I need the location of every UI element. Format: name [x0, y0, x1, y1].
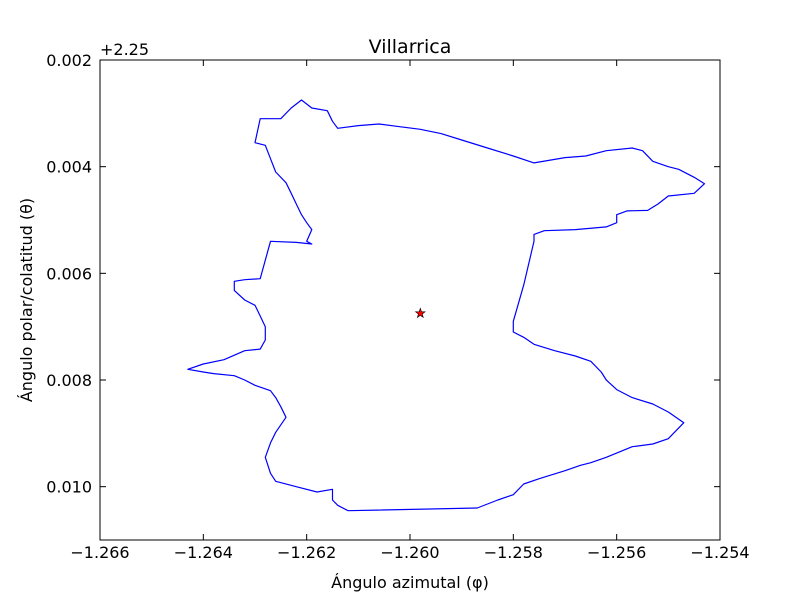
x-tick-label-1: −1.264 — [174, 543, 233, 562]
plot-layer — [187, 99, 706, 512]
series-line-0 — [187, 99, 706, 512]
x-tick-label-2: −1.262 — [277, 543, 336, 562]
y-tick-label-1: 0.004 — [46, 158, 92, 177]
chart-title: Villarrica — [369, 36, 452, 58]
y-axis-label: Ángulo polar/colatitud (θ) — [17, 198, 36, 402]
y-tick-label-4: 0.010 — [46, 478, 92, 497]
y-tick-label-0: 0.002 — [46, 51, 92, 70]
x-tick-label-3: −1.260 — [380, 543, 439, 562]
x-tick-label-6: −1.254 — [690, 543, 749, 562]
star-marker-0 — [414, 307, 426, 319]
x-tick-label-0: −1.266 — [70, 543, 129, 562]
ticks-layer: −1.266 −1.264 −1.262 −1.260 −1.258 −1.256 −1.2… — [46, 51, 749, 562]
y-tick-label-2: 0.006 — [46, 264, 92, 283]
y-tick-label-3: 0.008 — [46, 371, 92, 390]
x-tick-label-4: −1.258 — [484, 543, 543, 562]
y-offset-label: +2.25 — [100, 40, 149, 59]
x-axis-label: Ángulo azimutal (φ) — [331, 573, 489, 592]
x-tick-label-5: −1.256 — [587, 543, 646, 562]
